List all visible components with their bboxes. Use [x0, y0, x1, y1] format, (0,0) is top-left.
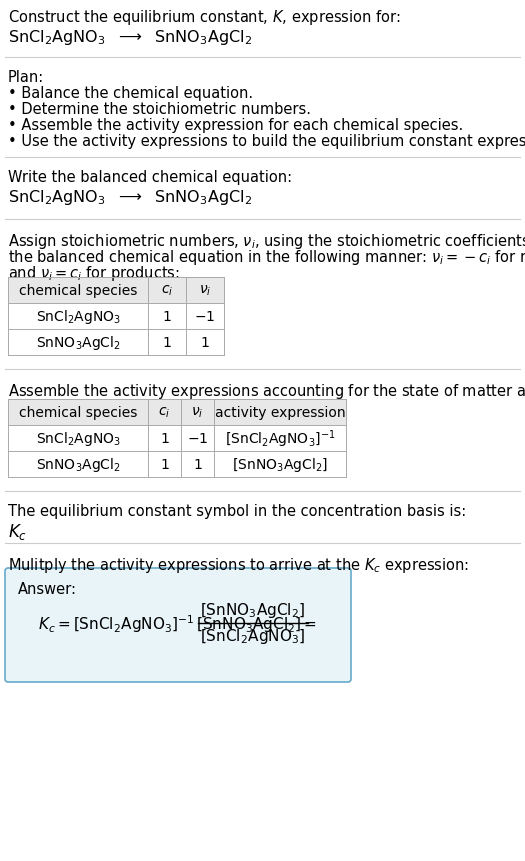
- Text: $-1$: $-1$: [194, 310, 216, 324]
- Text: $\nu_i$: $\nu_i$: [199, 283, 211, 298]
- Text: • Balance the chemical equation.: • Balance the chemical equation.: [8, 86, 253, 101]
- Text: Construct the equilibrium constant, $K$, expression for:: Construct the equilibrium constant, $K$,…: [8, 8, 401, 27]
- Text: $\mathrm{SnCl_2AgNO_3}$  $\longrightarrow$  $\mathrm{SnNO_3AgCl_2}$: $\mathrm{SnCl_2AgNO_3}$ $\longrightarrow…: [8, 188, 252, 207]
- Text: $\nu_i$: $\nu_i$: [191, 406, 204, 419]
- Text: 1: 1: [160, 431, 169, 445]
- Text: $[\mathrm{SnNO_3AgCl_2}]$: $[\mathrm{SnNO_3AgCl_2}]$: [201, 601, 306, 620]
- Text: $\mathrm{SnCl_2AgNO_3}$: $\mathrm{SnCl_2AgNO_3}$: [36, 430, 121, 448]
- Text: 1: 1: [160, 457, 169, 472]
- Text: $\mathrm{SnCl_2AgNO_3}$  $\longrightarrow$  $\mathrm{SnNO_3AgCl_2}$: $\mathrm{SnCl_2AgNO_3}$ $\longrightarrow…: [8, 28, 252, 47]
- Text: $\mathrm{SnCl_2AgNO_3}$: $\mathrm{SnCl_2AgNO_3}$: [36, 307, 121, 325]
- Text: 1: 1: [193, 457, 202, 472]
- Text: Assemble the activity expressions accounting for the state of matter and $\nu_i$: Assemble the activity expressions accoun…: [8, 381, 525, 400]
- Text: $c_i$: $c_i$: [161, 283, 173, 298]
- Text: • Use the activity expressions to build the equilibrium constant expression.: • Use the activity expressions to build …: [8, 133, 525, 149]
- Text: chemical species: chemical species: [19, 406, 137, 419]
- Text: activity expression: activity expression: [215, 406, 345, 419]
- Text: • Determine the stoichiometric numbers.: • Determine the stoichiometric numbers.: [8, 102, 311, 117]
- Text: 1: 1: [163, 310, 172, 324]
- FancyBboxPatch shape: [5, 568, 351, 682]
- Text: 1: 1: [163, 336, 172, 350]
- Text: The equilibrium constant symbol in the concentration basis is:: The equilibrium constant symbol in the c…: [8, 504, 466, 518]
- Text: chemical species: chemical species: [19, 283, 137, 298]
- Text: $\mathrm{SnNO_3AgCl_2}$: $\mathrm{SnNO_3AgCl_2}$: [36, 333, 120, 351]
- Text: and $\nu_i = c_i$ for products:: and $\nu_i = c_i$ for products:: [8, 263, 180, 282]
- Text: • Assemble the activity expression for each chemical species.: • Assemble the activity expression for e…: [8, 118, 463, 133]
- Text: Mulitply the activity expressions to arrive at the $K_c$ expression:: Mulitply the activity expressions to arr…: [8, 555, 469, 574]
- Text: $K_c = [\mathrm{SnCl_2AgNO_3}]^{-1}\,[\mathrm{SnNO_3AgCl_2}] = $: $K_c = [\mathrm{SnCl_2AgNO_3}]^{-1}\,[\m…: [38, 612, 317, 634]
- Text: $[\mathrm{SnCl_2AgNO_3}]$: $[\mathrm{SnCl_2AgNO_3}]$: [201, 627, 306, 646]
- Text: $K_c$: $K_c$: [8, 522, 27, 542]
- Text: Answer:: Answer:: [18, 581, 77, 597]
- Text: Plan:: Plan:: [8, 70, 44, 85]
- Text: Write the balanced chemical equation:: Write the balanced chemical equation:: [8, 170, 292, 185]
- Text: $c_i$: $c_i$: [159, 406, 171, 419]
- Bar: [8, 278, 224, 304]
- Text: 1: 1: [201, 336, 209, 350]
- Text: $-1$: $-1$: [187, 431, 208, 445]
- Text: Assign stoichiometric numbers, $\nu_i$, using the stoichiometric coefficients, $: Assign stoichiometric numbers, $\nu_i$, …: [8, 232, 525, 251]
- Text: the balanced chemical equation in the following manner: $\nu_i = -c_i$ for react: the balanced chemical equation in the fo…: [8, 248, 525, 267]
- Bar: [8, 400, 346, 425]
- Text: $[\mathrm{SnNO_3AgCl_2}]$: $[\mathrm{SnNO_3AgCl_2}]$: [232, 455, 328, 474]
- Text: $\mathrm{SnNO_3AgCl_2}$: $\mathrm{SnNO_3AgCl_2}$: [36, 455, 120, 474]
- Text: $[\mathrm{SnCl_2AgNO_3}]^{-1}$: $[\mathrm{SnCl_2AgNO_3}]^{-1}$: [225, 428, 335, 449]
